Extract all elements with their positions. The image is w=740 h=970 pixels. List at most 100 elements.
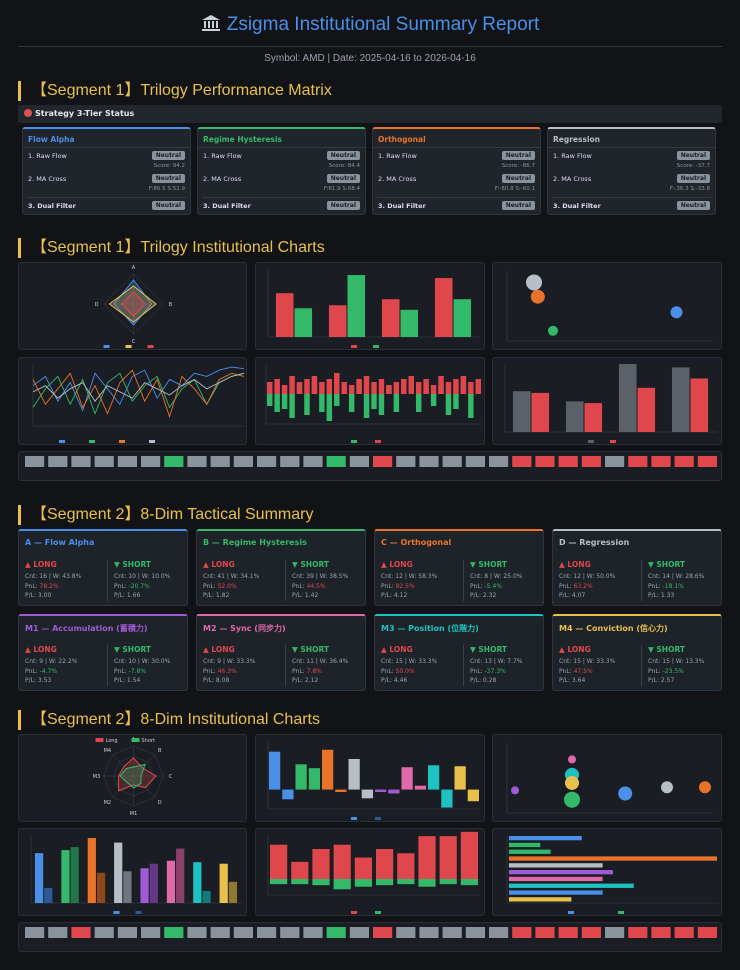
heat-cell bbox=[651, 456, 671, 467]
bar bbox=[376, 849, 394, 879]
pl-line: P/L: 4.46 bbox=[381, 677, 408, 684]
tier-row: 3. Dual Filter Neutral bbox=[23, 201, 190, 213]
bar bbox=[509, 870, 613, 875]
bar bbox=[348, 385, 355, 394]
chart-panel bbox=[255, 357, 485, 445]
tier-label: 3. Dual Filter bbox=[553, 202, 601, 210]
long-label: ▲ LONG bbox=[381, 560, 413, 569]
bar bbox=[291, 879, 309, 885]
trilogy-diverging-bar-chart bbox=[265, 364, 482, 443]
pnl-value: 7.8% bbox=[306, 667, 322, 675]
tier-label: 2. MA Cross bbox=[28, 175, 67, 183]
bar bbox=[341, 382, 347, 394]
legend-swatch bbox=[568, 911, 574, 914]
bubble-point bbox=[530, 289, 545, 304]
long-column: ▲ LONG Cnt: 12 | W: 58.3% PnL: 82.5% P/L: 4… bbox=[381, 560, 461, 601]
tactical-card-title: M3 — Position (位階力) bbox=[381, 624, 479, 633]
heat-cell bbox=[280, 456, 300, 467]
bar bbox=[393, 394, 400, 412]
count-line: Cnt: 16 | W: 43.8% bbox=[25, 573, 82, 580]
strategy-card-title: Flow Alpha bbox=[23, 129, 190, 148]
status-badge: Neutral bbox=[676, 201, 710, 210]
bar bbox=[140, 868, 149, 903]
tier-label: 1. Raw Flow bbox=[378, 152, 417, 160]
bar bbox=[565, 401, 584, 432]
heat-cell bbox=[141, 927, 161, 938]
tier-label: 3. Dual Filter bbox=[28, 202, 76, 210]
bar bbox=[454, 766, 466, 790]
tier-row: 1. Raw Flow Neutral bbox=[198, 151, 365, 163]
bar bbox=[334, 394, 340, 406]
radar-axis-label: D bbox=[158, 800, 162, 806]
pnl-line: PnL: -7.8% bbox=[114, 667, 147, 675]
bar bbox=[322, 749, 334, 790]
divider bbox=[377, 197, 536, 198]
title-text: Zsigma Institutional Summary Report bbox=[226, 14, 540, 35]
long-column: ▲ LONG Cnt: 15 | W: 33.3% PnL: 47.5% P/L: 3… bbox=[559, 645, 639, 686]
tier-label: 1. Raw Flow bbox=[28, 152, 67, 160]
bar bbox=[401, 767, 413, 790]
bar bbox=[438, 376, 444, 394]
pl-line: P/L: 1.66 bbox=[114, 592, 141, 599]
count-line: Cnt: 15 | W: 13.3% bbox=[648, 658, 705, 665]
short-column: ▼ SHORT Cnt: 13 | W: 7.7% PnL: -37.3% P/L: … bbox=[463, 645, 543, 686]
long-column: ▲ LONG Cnt: 16 | W: 43.8% PnL: 78.2% P/L: 3… bbox=[25, 560, 105, 601]
tier-label: 1. Raw Flow bbox=[553, 152, 592, 160]
tier-row: 2. MA Cross Neutral bbox=[23, 174, 190, 186]
heat-cell bbox=[373, 456, 393, 467]
legend-swatch bbox=[135, 911, 142, 914]
bar bbox=[289, 376, 295, 394]
heat-cell bbox=[605, 456, 625, 467]
bar bbox=[397, 853, 415, 879]
bar bbox=[335, 789, 347, 792]
strategy-status-label: Strategy 3-Tier Status bbox=[35, 109, 135, 118]
tier-row: 3. Dual Filter Neutral bbox=[198, 201, 365, 213]
tier-label: 2. MA Cross bbox=[553, 175, 592, 183]
radar-axis-label: B bbox=[169, 302, 173, 308]
bar bbox=[291, 861, 309, 879]
bar bbox=[509, 856, 717, 861]
triangle-up-icon: ▲ bbox=[25, 560, 31, 569]
heat-cell bbox=[419, 927, 439, 938]
triangle-up-icon: ▲ bbox=[559, 560, 565, 569]
count-line: Cnt: 12 | W: 58.3% bbox=[381, 573, 438, 580]
bar bbox=[354, 857, 372, 879]
bar bbox=[356, 379, 362, 394]
radar-series bbox=[108, 285, 157, 323]
bank-icon bbox=[201, 14, 221, 32]
chart-panel bbox=[492, 734, 722, 822]
heat-cell bbox=[210, 927, 230, 938]
bar bbox=[386, 385, 392, 394]
pnl-line: PnL: 63.2% bbox=[559, 582, 593, 590]
bar bbox=[295, 764, 307, 790]
bar bbox=[690, 378, 709, 432]
bar bbox=[441, 789, 453, 808]
strategy-status-header: Strategy 3-Tier Status bbox=[18, 105, 722, 123]
triangle-up-icon: ▲ bbox=[381, 560, 387, 569]
heat-cell bbox=[187, 456, 207, 467]
radar-axis-label: M3 bbox=[93, 774, 101, 780]
heat-cell bbox=[257, 456, 277, 467]
tier-score: Score: 94.2 bbox=[153, 163, 185, 169]
tier-score: Score: 84.4 bbox=[328, 163, 360, 169]
chart-panel bbox=[492, 357, 722, 445]
bar bbox=[378, 394, 385, 415]
legend-swatch bbox=[351, 911, 357, 914]
trilogy-radar-chart: A B C D bbox=[95, 265, 173, 348]
heat-cell bbox=[674, 456, 694, 467]
heat-cell bbox=[349, 927, 369, 938]
bar bbox=[509, 863, 603, 868]
tier-row: 1. Raw Flow Neutral bbox=[23, 151, 190, 163]
tactical-card-title: C — Orthogonal bbox=[381, 538, 452, 547]
chart-panel bbox=[255, 828, 485, 916]
count-line: Cnt: 13 | W: 7.7% bbox=[470, 658, 523, 665]
count-line: Cnt: 15 | W: 33.3% bbox=[559, 658, 616, 665]
heat-cell bbox=[373, 927, 393, 938]
heat-cell bbox=[233, 456, 253, 467]
bar bbox=[282, 789, 294, 800]
heat-cell bbox=[442, 927, 462, 938]
pl-line: P/L: 2.12 bbox=[292, 677, 319, 684]
heat-cell bbox=[558, 927, 578, 938]
chart-panel bbox=[18, 451, 722, 481]
count-line: Cnt: 15 | W: 33.3% bbox=[381, 658, 438, 665]
